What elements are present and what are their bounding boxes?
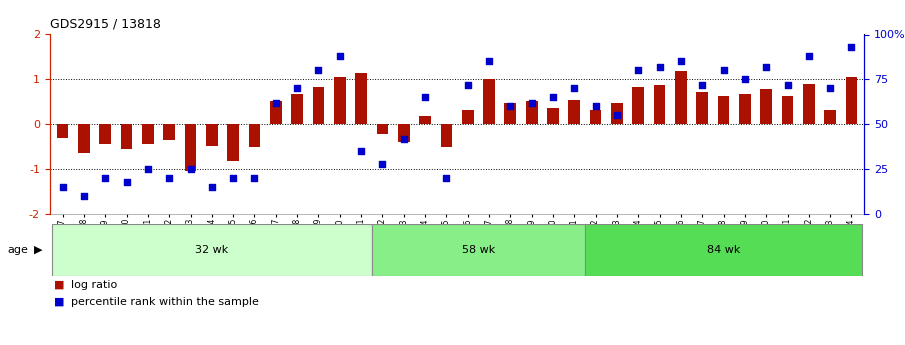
Bar (376, 124, 388, 134)
Bar (57, 124, 69, 138)
Bar (462, 110, 473, 124)
Point (588, 104, 603, 109)
Bar (100, 124, 111, 144)
Text: 32 wk: 32 wk (195, 245, 228, 255)
Bar (803, 84, 814, 124)
Bar (419, 116, 431, 124)
Point (439, 175, 453, 181)
Bar (611, 103, 623, 124)
Point (610, 112, 624, 118)
Point (311, 68, 326, 73)
Text: age: age (7, 245, 28, 255)
Bar (185, 124, 196, 171)
Bar (653, 85, 665, 124)
Bar (441, 124, 452, 147)
Point (823, 86, 837, 91)
Bar (782, 96, 794, 124)
Point (396, 136, 411, 141)
Bar (334, 77, 346, 124)
Text: ■: ■ (54, 297, 65, 307)
Point (844, 44, 859, 50)
Bar (372, 224, 585, 276)
Text: percentile rank within the sample: percentile rank within the sample (71, 297, 259, 307)
Point (119, 179, 134, 184)
Point (653, 64, 667, 70)
Point (226, 175, 241, 181)
Bar (52, 224, 372, 276)
Point (673, 59, 688, 64)
Text: log ratio: log ratio (71, 280, 117, 290)
Bar (845, 77, 857, 124)
Point (247, 175, 262, 181)
Bar (142, 124, 154, 144)
Text: ▶: ▶ (34, 245, 43, 255)
Text: 58 wk: 58 wk (462, 245, 495, 255)
Point (780, 82, 795, 88)
Point (162, 175, 176, 181)
Point (503, 104, 518, 109)
Point (524, 100, 538, 106)
Point (759, 64, 774, 70)
Bar (504, 103, 516, 124)
Point (205, 184, 219, 190)
Bar (696, 92, 708, 124)
Point (183, 166, 197, 172)
Text: ■: ■ (54, 280, 65, 290)
Bar (483, 79, 495, 124)
Point (738, 77, 752, 82)
Bar (206, 124, 218, 146)
Bar (548, 108, 559, 124)
Point (98, 175, 112, 181)
Bar (78, 124, 90, 153)
Bar (398, 124, 410, 142)
Bar (120, 124, 132, 149)
Point (332, 53, 347, 59)
Point (418, 95, 433, 100)
Point (140, 166, 155, 172)
Text: GDS2915 / 13818: GDS2915 / 13818 (50, 17, 161, 30)
Point (77, 193, 91, 199)
Point (546, 95, 560, 100)
Point (55, 184, 70, 190)
Point (461, 82, 475, 88)
Bar (291, 94, 303, 124)
Point (376, 161, 390, 166)
Bar (718, 96, 729, 124)
Bar (633, 87, 644, 124)
Bar (270, 101, 281, 124)
Bar (760, 89, 772, 124)
Bar (227, 124, 239, 161)
Bar (163, 124, 175, 140)
Bar (590, 110, 602, 124)
Bar (739, 94, 751, 124)
Bar (585, 224, 862, 276)
Bar (526, 101, 538, 124)
Bar (824, 110, 836, 124)
Bar (249, 124, 261, 147)
Text: 84 wk: 84 wk (707, 245, 740, 255)
Point (717, 68, 731, 73)
Point (802, 53, 816, 59)
Point (354, 148, 368, 154)
Point (631, 68, 645, 73)
Bar (355, 73, 367, 124)
Bar (568, 99, 580, 124)
Bar (312, 87, 324, 124)
Bar (675, 71, 687, 124)
Point (567, 86, 582, 91)
Point (481, 59, 496, 64)
Point (695, 82, 710, 88)
Point (269, 100, 283, 106)
Point (290, 86, 304, 91)
